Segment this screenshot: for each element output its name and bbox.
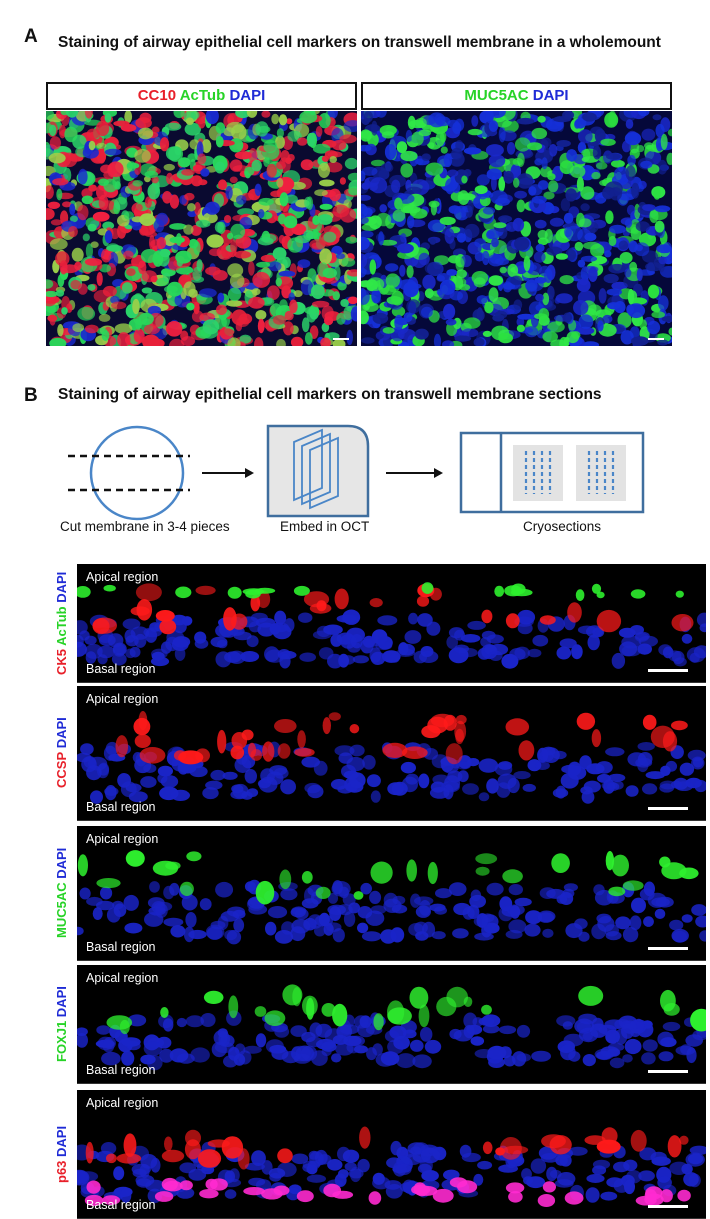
scale-bar [648,947,688,950]
section-image-2: Apical region Basal region [77,686,706,821]
marker-name: DAPI [54,717,69,753]
scale-bar [648,1070,688,1073]
scale-bar [648,807,688,810]
arrow-right-icon [202,468,254,478]
dapi-label: DAPI [532,87,569,104]
section-image-3: Apical region Basal region [77,826,706,961]
basal-region-label: Basal region [86,1198,156,1212]
wholemount-cc10-actub-image [46,111,357,346]
section-1-marker-label: CK5 AcTub DAPI [54,564,74,682]
basal-region-label: Basal region [86,1063,156,1077]
section-2-marker-label: CCSP DAPI [54,686,74,820]
slide-icon [459,431,645,514]
step-3-caption: Cryosections [523,519,602,534]
panel-b-title: Staining of airway epithelial cell marke… [58,386,602,403]
section-3-marker-label: MUC5AC DAPI [54,826,74,960]
marker-name: p63 [54,1160,69,1183]
wholemount-muc5ac-image [361,111,672,346]
marker-name: DAPI [54,986,69,1021]
apical-region-label: Apical region [86,1096,159,1110]
scale-bar [333,338,349,340]
marker-name: DAPI [54,571,69,607]
section-image-1: Apical region Basal region [77,564,706,683]
step-1-caption: Cut membrane in 3-4 pieces [60,519,230,534]
section-4-marker-label: FOXJ1 DAPI [54,965,74,1083]
dapi-label: DAPI [229,87,266,104]
panel-a-title: Staining of airway epithelial cell marke… [58,34,661,51]
muc5ac-label: MUC5AC [464,87,529,104]
marker-name: DAPI [54,1125,69,1161]
cc10-label: CC10 [137,87,177,104]
basal-region-label: Basal region [86,940,156,954]
marker-name: AcTub [54,606,69,649]
apical-region-label: Apical region [86,570,159,584]
workflow-diagram [68,424,645,521]
step-2-caption: Embed in OCT [280,519,370,534]
apical-region-label: Apical region [86,832,159,846]
marker-name: CCSP [54,752,69,789]
section-image-5: Apical region Basal region [77,1090,706,1219]
basal-region-label: Basal region [86,800,156,814]
panel-a-right-label: MUC5AC DAPI [361,82,672,110]
basal-region-label: Basal region [86,662,156,676]
panel-a-left-label: CC10 AcTub DAPI [46,82,357,110]
scale-bar [648,1205,688,1208]
panel-b-letter: B [24,385,38,406]
marker-name: MUC5AC [54,882,69,939]
section-5-marker-label: p63 DAPI [54,1090,74,1218]
apical-region-label: Apical region [86,692,159,706]
marker-name: DAPI [54,847,69,883]
apical-region-label: Apical region [86,971,159,985]
membrane-circle-icon [68,425,190,521]
panel-a-letter: A [24,26,38,47]
marker-name: CK5 [54,648,69,675]
oct-block-icon [266,424,370,518]
scale-bar [648,338,664,340]
actub-label: AcTub [179,87,226,104]
marker-name: FOXJ1 [54,1020,69,1062]
scale-bar [648,669,688,672]
arrow-right-icon [386,468,443,478]
section-image-4: Apical region Basal region [77,965,706,1084]
